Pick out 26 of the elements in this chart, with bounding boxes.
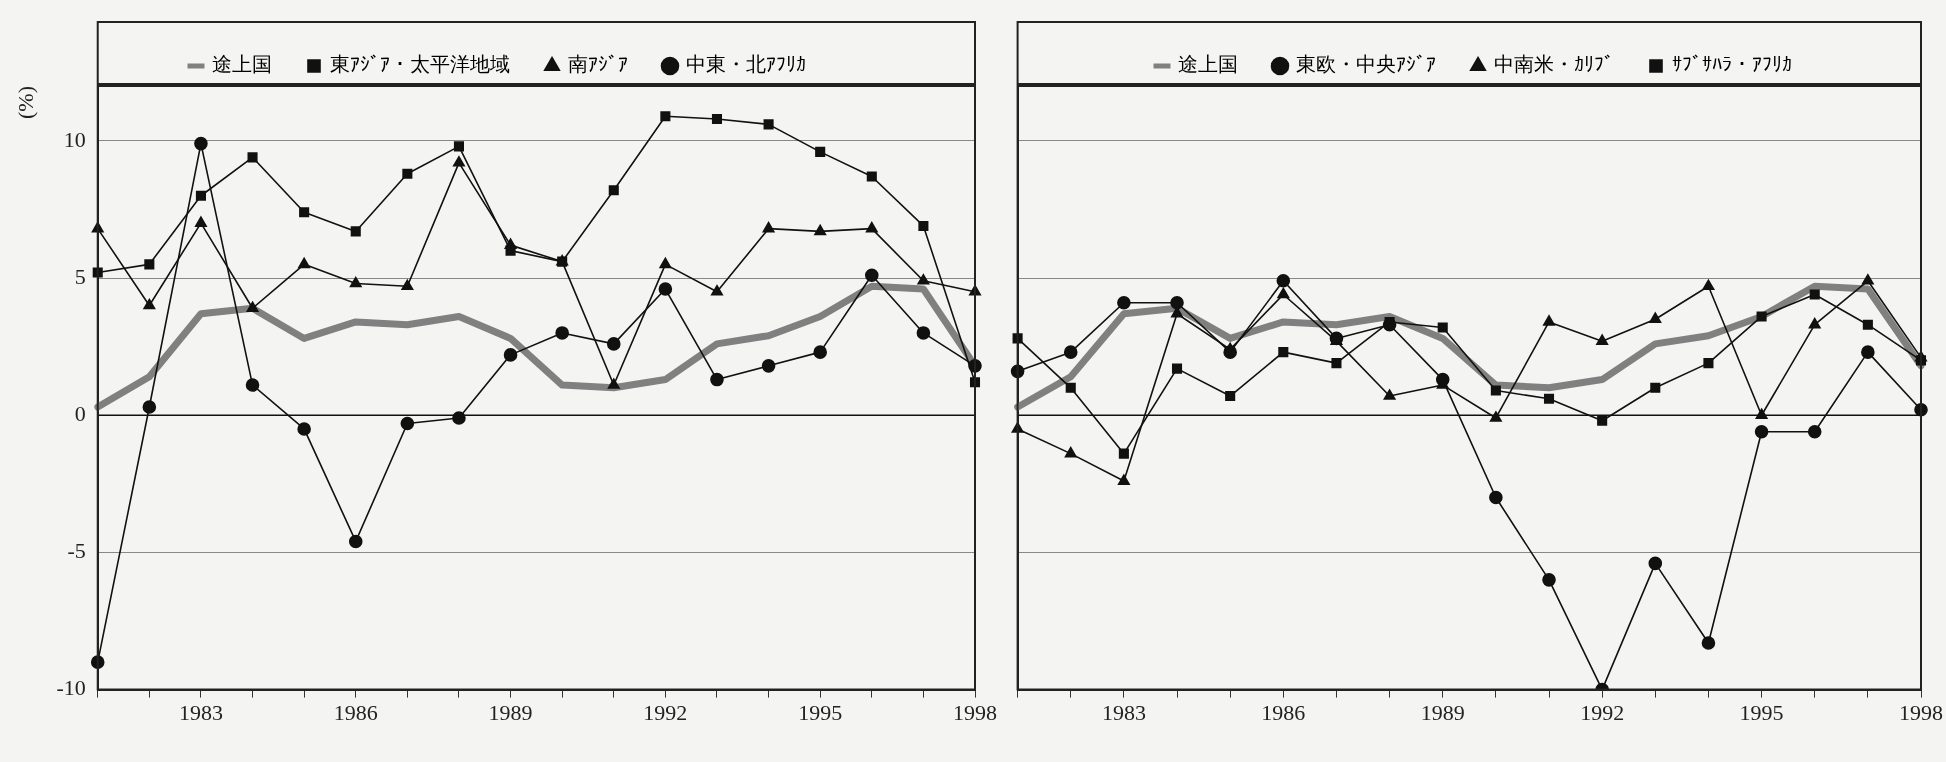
x-tick-label: 1983 — [1101, 699, 1146, 725]
y-tick-label: 10 — [63, 126, 86, 152]
x-tick-label: 1992 — [1580, 699, 1625, 725]
y-tick-label: -10 — [56, 675, 86, 701]
x-tick-label: 1992 — [643, 699, 688, 725]
x-tick-label: 1998 — [953, 699, 997, 725]
legend-label: 途上国 — [1178, 52, 1238, 77]
x-tick-label: 1995 — [1739, 699, 1784, 725]
y-axis-title: (%) — [12, 86, 38, 119]
legend-label: 中南米・ｶﾘﾌﾞ — [1494, 52, 1614, 77]
legend-label: 南ｱｼﾞｱ — [568, 52, 628, 77]
y-tick-label: -5 — [67, 538, 86, 564]
legend-label: 中東・北ｱﾌﾘｶ — [686, 52, 806, 77]
x-tick-label: 1995 — [798, 699, 843, 725]
x-tick-label: 1989 — [1420, 699, 1465, 725]
legend-label: ｻﾌﾞｻﾊﾗ・ｱﾌﾘｶ — [1672, 52, 1792, 77]
x-tick-label: 1989 — [488, 699, 533, 725]
y-tick-label: 5 — [74, 263, 86, 289]
x-tick-label: 1998 — [1899, 699, 1943, 725]
legend-label: 東ｱｼﾞｱ・太平洋地域 — [330, 52, 510, 77]
x-tick-label: 1986 — [333, 699, 378, 725]
x-tick-label: 1986 — [1261, 699, 1306, 725]
x-tick-label: 1983 — [178, 699, 223, 725]
y-tick-label: 0 — [74, 401, 86, 427]
legend-label: 東欧・中央ｱｼﾞｱ — [1296, 52, 1436, 77]
legend-label: 途上国 — [212, 52, 272, 77]
